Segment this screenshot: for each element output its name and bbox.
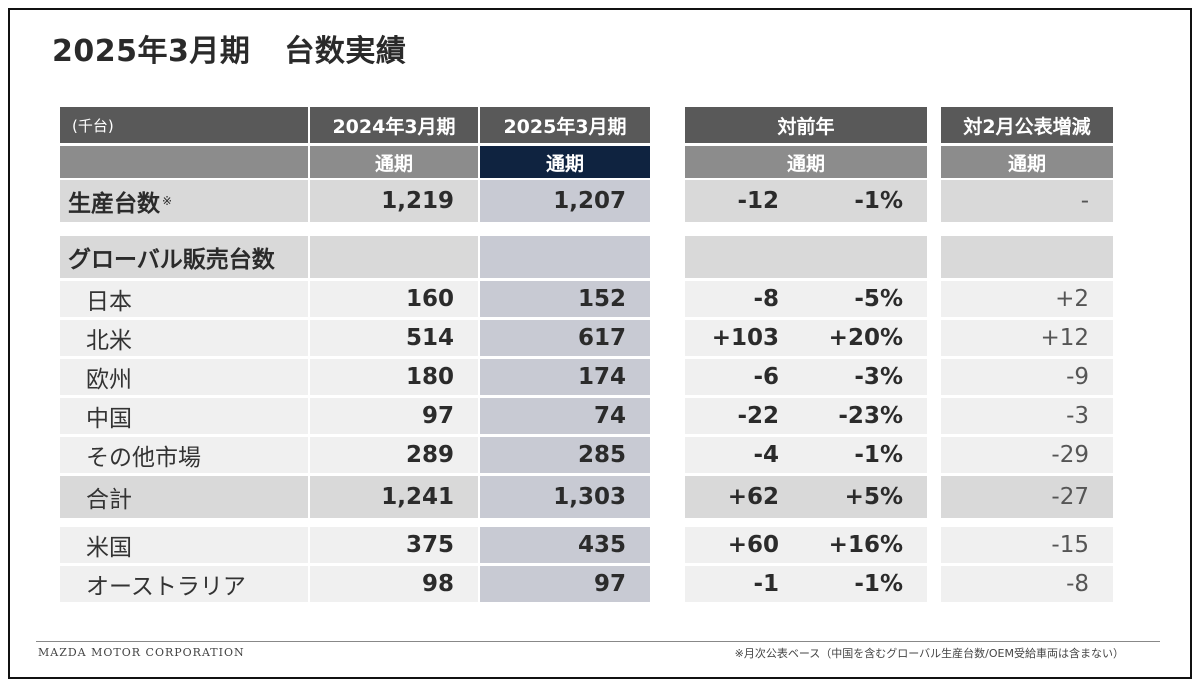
header-yoy: 対前年	[685, 107, 927, 143]
region-row-feb: -29	[941, 437, 1113, 473]
subheader-blank	[60, 146, 308, 178]
total-fy2024: 1,241	[310, 476, 478, 518]
total-feb: -27	[941, 476, 1113, 518]
production-diff: -12	[685, 180, 805, 222]
region-row-fy2024: 180	[310, 359, 478, 395]
market-row-pct: -1%	[805, 566, 927, 602]
market-row-pct: +16%	[805, 527, 927, 563]
market-row-diff: +60	[685, 527, 805, 563]
market-row-feb: -8	[941, 566, 1113, 602]
region-row-label: その他市場	[60, 437, 308, 473]
region-row-fy2025: 152	[480, 281, 650, 317]
region-row-diff: -6	[685, 359, 805, 395]
region-row-fy2025: 285	[480, 437, 650, 473]
global-sales-fy2025	[480, 236, 650, 278]
market-row-label: オーストラリア	[60, 566, 308, 602]
production-label-text: 生産台数	[68, 191, 160, 217]
title-main: 台数実績	[284, 34, 407, 69]
global-sales-yoy	[685, 236, 927, 278]
region-row-fy2024: 514	[310, 320, 478, 356]
title-period: 2025年3月期	[52, 34, 251, 69]
region-row-feb: -3	[941, 398, 1113, 434]
global-sales-fy2024	[310, 236, 478, 278]
region-row-fy2025: 174	[480, 359, 650, 395]
market-row-fy2025: 435	[480, 527, 650, 563]
production-note-mark: ※	[162, 194, 173, 208]
region-row-label: 中国	[60, 398, 308, 434]
header-fy2025: 2025年3月期	[480, 107, 650, 143]
global-sales-label: グローバル販売台数	[60, 236, 308, 278]
region-row-diff: -4	[685, 437, 805, 473]
market-row-fy2024: 375	[310, 527, 478, 563]
total-pct: +5%	[805, 476, 927, 518]
header-fy2024: 2024年3月期	[310, 107, 478, 143]
production-fy2025: 1,207	[480, 180, 650, 222]
region-row-pct: -1%	[805, 437, 927, 473]
market-row-label: 米国	[60, 527, 308, 563]
region-row-feb: +2	[941, 281, 1113, 317]
region-row-diff: -8	[685, 281, 805, 317]
region-row-feb: -9	[941, 359, 1113, 395]
subheader-yoy: 通期	[685, 146, 927, 178]
region-row-pct: -23%	[805, 398, 927, 434]
total-diff: +62	[685, 476, 805, 518]
unit-label: (千台)	[60, 107, 308, 143]
production-label: 生産台数 ※	[60, 180, 308, 222]
region-row-fy2024: 160	[310, 281, 478, 317]
market-row-fy2024: 98	[310, 566, 478, 602]
region-row-pct: +20%	[805, 320, 927, 356]
region-row-fy2024: 289	[310, 437, 478, 473]
region-row-label: 欧州	[60, 359, 308, 395]
region-row-fy2025: 74	[480, 398, 650, 434]
production-fy2024: 1,219	[310, 180, 478, 222]
page-title: 2025年3月期 台数実績	[52, 26, 406, 70]
footnote: ※月次公表ベース（中国を含むグローバル生産台数/OEM受給車両は含まない）	[734, 647, 1124, 660]
global-sales-feb	[941, 236, 1113, 278]
total-fy2025: 1,303	[480, 476, 650, 518]
region-row-feb: +12	[941, 320, 1113, 356]
production-pct: -1%	[805, 180, 927, 222]
region-row-diff: +103	[685, 320, 805, 356]
header-vs-feb: 対2月公表増減	[941, 107, 1113, 143]
market-row-feb: -15	[941, 527, 1113, 563]
region-row-fy2024: 97	[310, 398, 478, 434]
market-row-fy2025: 97	[480, 566, 650, 602]
subheader-feb: 通期	[941, 146, 1113, 178]
company-name: MAZDA MOTOR CORPORATION	[38, 646, 245, 659]
region-row-pct: -5%	[805, 281, 927, 317]
market-row-diff: -1	[685, 566, 805, 602]
region-row-label: 北米	[60, 320, 308, 356]
region-row-label: 日本	[60, 281, 308, 317]
region-row-pct: -3%	[805, 359, 927, 395]
region-row-diff: -22	[685, 398, 805, 434]
total-label: 合計	[60, 476, 308, 518]
production-feb: -	[941, 180, 1113, 222]
region-row-fy2025: 617	[480, 320, 650, 356]
footer-divider	[36, 641, 1160, 642]
subheader-fy2024: 通期	[310, 146, 478, 178]
subheader-fy2025: 通期	[480, 146, 650, 178]
